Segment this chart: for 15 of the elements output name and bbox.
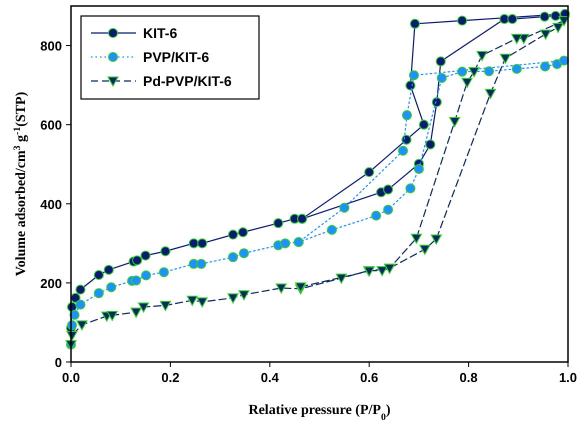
y-tick-label: 200 — [40, 276, 62, 291]
legend-label: PVP/KIT-6 — [143, 49, 210, 65]
x-tick-label: 0.8 — [460, 370, 478, 385]
x-tick-label: 0.0 — [62, 370, 80, 385]
legend-label: Pd-PVP/KIT-6 — [143, 73, 232, 89]
legend-label: KIT-6 — [143, 25, 178, 41]
x-tick-label: 0.6 — [360, 370, 378, 385]
x-tick-label: 1.0 — [558, 370, 578, 385]
y-tick-label: 800 — [40, 38, 62, 54]
x-tick-label: 0.4 — [260, 370, 280, 385]
y-tick-label: 0 — [54, 355, 62, 370]
x-axis-title: Relative pressure (P/P$_{0}$) — [248, 403, 391, 422]
y-tick-label: 400 — [40, 196, 62, 212]
x-tick-label: 0.2 — [161, 370, 180, 385]
y-tick-label: 600 — [40, 118, 62, 133]
